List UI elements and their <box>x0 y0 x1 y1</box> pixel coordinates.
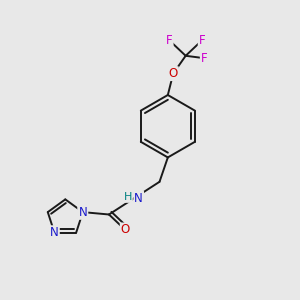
Text: N: N <box>50 226 59 239</box>
Text: F: F <box>166 34 172 47</box>
Text: O: O <box>169 67 178 80</box>
Text: F: F <box>201 52 207 65</box>
Text: N: N <box>134 192 143 205</box>
Text: N: N <box>79 206 87 219</box>
Text: O: O <box>121 224 130 236</box>
Text: H: H <box>124 192 132 202</box>
Text: N: N <box>79 206 87 219</box>
Text: F: F <box>199 34 205 47</box>
